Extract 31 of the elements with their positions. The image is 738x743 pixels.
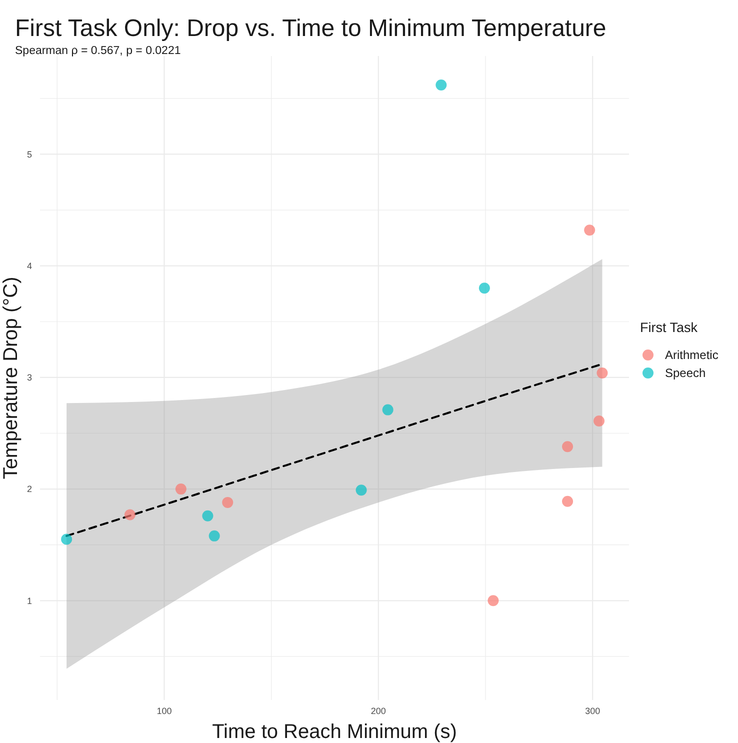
y-tick-label: 4	[26, 260, 32, 271]
point	[478, 282, 490, 294]
point	[488, 595, 499, 606]
x-tick-label: 200	[370, 706, 386, 716]
legend-label: Speech	[665, 366, 706, 380]
point	[596, 367, 608, 378]
y-tick-label: 3	[26, 372, 32, 383]
legend-label: Arithmetic	[665, 348, 718, 362]
point	[594, 415, 605, 426]
point	[208, 530, 220, 542]
y-axis-title: Temperature Drop (°C)	[0, 276, 22, 480]
point	[222, 496, 234, 508]
y-tick-label: 1	[26, 596, 32, 606]
legend-title: First Task	[640, 320, 698, 335]
x-axis-title: Time to Reach Minimum (s)	[212, 721, 457, 743]
point	[382, 404, 394, 416]
y-tick-label: 5	[26, 149, 32, 160]
point	[356, 484, 367, 496]
point	[124, 509, 136, 520]
x-tick-label: 100	[156, 706, 172, 716]
point	[202, 510, 214, 522]
point	[562, 441, 574, 452]
point	[584, 224, 596, 236]
chart-subtitle: Spearman ρ = 0.567, p = 0.0221	[15, 45, 181, 57]
point	[562, 496, 574, 507]
point	[175, 484, 186, 495]
y-tick-label: 2	[26, 484, 32, 494]
chart-title: First Task Only: Drop vs. Time to Minimum Temperature	[15, 15, 606, 42]
point	[61, 534, 72, 545]
point	[436, 80, 447, 91]
x-tick-label: 300	[585, 706, 600, 716]
